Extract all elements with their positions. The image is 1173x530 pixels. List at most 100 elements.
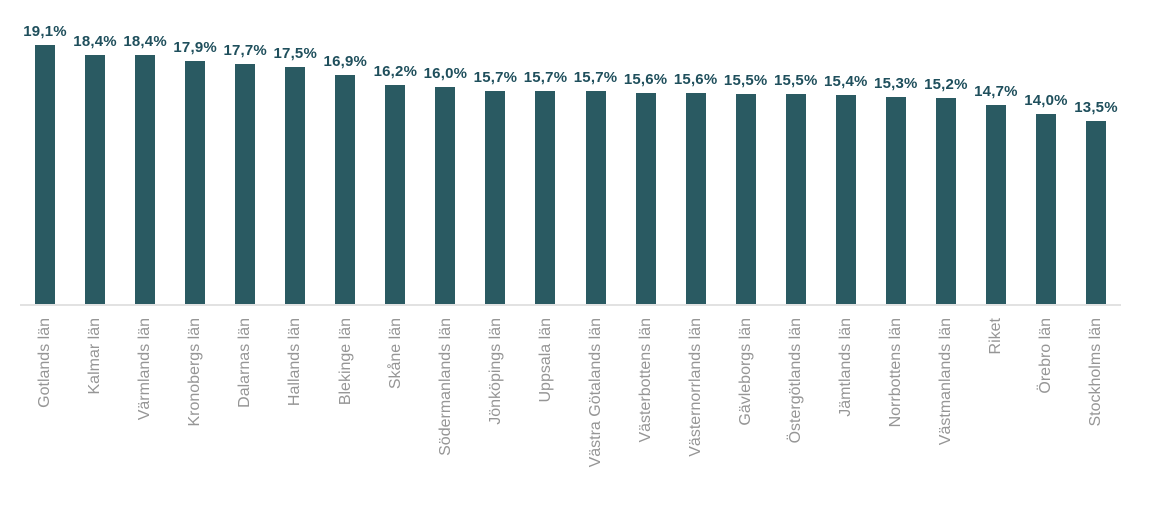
category-cell: Västmanlands län <box>921 306 971 530</box>
bar <box>235 64 256 304</box>
category-cell: Skåne län <box>370 306 420 530</box>
category-cell: Jämtlands län <box>821 306 871 530</box>
value-label: 15,4% <box>824 73 868 91</box>
category-cell: Kronobergs län <box>170 306 220 530</box>
category-cell: Stockholms län <box>1071 306 1121 530</box>
bar <box>35 45 56 304</box>
x-axis-labels: Gotlands län Kalmar län Värmlands län Krono… <box>20 306 1121 530</box>
bar-column: 17,7% <box>220 42 270 304</box>
category-cell: Örebro län <box>1021 306 1071 530</box>
category-label: Örebro län <box>1037 318 1055 394</box>
bar <box>585 91 606 304</box>
value-label: 15,5% <box>723 71 768 89</box>
bar <box>335 75 356 304</box>
value-label: 16,9% <box>323 53 368 71</box>
category-cell: Gävleborgs län <box>721 306 771 530</box>
bar-column: 16,0% <box>420 65 470 304</box>
bar-column: 15,6% <box>671 71 721 304</box>
value-label: 17,5% <box>273 44 318 62</box>
bar <box>635 92 656 304</box>
category-label: Jönköpings län <box>486 318 504 425</box>
category-cell: Västernorrlands län <box>671 306 721 530</box>
category-cell: Jönköpings län <box>470 306 520 530</box>
value-label: 15,7% <box>473 69 518 87</box>
bar <box>785 93 806 304</box>
category-label: Skåne län <box>386 318 404 390</box>
bar-column: 15,7% <box>571 69 621 304</box>
category-cell: Västra Götalands län <box>571 306 621 530</box>
category-label: Gotlands län <box>36 318 54 408</box>
bar <box>285 66 306 304</box>
bar-column: 15,5% <box>771 72 821 304</box>
bar-column: 17,5% <box>270 45 320 304</box>
value-label: 15,6% <box>673 70 718 88</box>
category-label: Gävleborgs län <box>736 318 754 426</box>
value-label: 15,7% <box>573 69 618 87</box>
value-label: 14,7% <box>974 82 1018 100</box>
bar-column: 14,0% <box>1021 92 1071 304</box>
category-label: Östergötlands län <box>786 318 804 444</box>
bar <box>135 54 156 304</box>
category-cell: Värmlands län <box>120 306 170 530</box>
bar <box>835 95 856 304</box>
bar-column: 18,4% <box>70 33 120 304</box>
category-label: Västerbottens län <box>636 318 654 443</box>
bar <box>885 96 906 304</box>
bar <box>735 93 756 304</box>
category-cell: Dalarnas län <box>220 306 270 530</box>
category-label: Blekinge län <box>336 318 354 406</box>
bar <box>935 98 956 304</box>
bar <box>1086 121 1106 304</box>
category-label: Hallands län <box>286 318 304 407</box>
category-label: Riket <box>987 318 1005 355</box>
bar <box>685 92 706 304</box>
value-label: 18,4% <box>73 32 117 50</box>
plot-area: 19,1% 18,4% 18,4% 17,9% 17,7% 17,5% 16,9% 16,2%… <box>20 0 1121 306</box>
category-cell: Blekinge län <box>320 306 370 530</box>
value-label: 13,5% <box>1074 99 1118 117</box>
bar-column: 19,1% <box>20 23 70 304</box>
bar-column: 13,5% <box>1071 99 1121 304</box>
category-label: Kronobergs län <box>186 318 204 427</box>
value-label: 15,2% <box>924 76 968 94</box>
value-label: 18,4% <box>123 32 167 50</box>
category-label: Västernorrlands län <box>686 318 704 457</box>
category-label: Värmlands län <box>136 318 154 421</box>
bar <box>1035 114 1056 304</box>
bar-column: 18,4% <box>120 33 170 304</box>
category-label: Jämtlands län <box>836 318 854 417</box>
bar <box>985 104 1006 304</box>
bar-column: 15,4% <box>821 73 871 304</box>
bar-column: 15,7% <box>520 69 570 304</box>
bar-column: 15,3% <box>871 75 921 304</box>
category-cell: Östergötlands län <box>771 306 821 530</box>
bar <box>435 87 456 304</box>
bar <box>185 61 206 304</box>
value-label: 15,7% <box>523 69 568 87</box>
category-cell: Riket <box>971 306 1021 530</box>
bar-column: 16,9% <box>320 53 370 304</box>
value-label: 15,3% <box>874 74 918 92</box>
category-label: Västmanlands län <box>937 318 955 446</box>
bar <box>535 91 556 304</box>
category-cell: Västerbottens län <box>621 306 671 530</box>
bar-column: 16,2% <box>370 63 420 304</box>
bar-column: 17,9% <box>170 39 220 304</box>
category-cell: Gotlands län <box>20 306 70 530</box>
category-cell: Södermanlands län <box>420 306 470 530</box>
value-label: 17,9% <box>173 39 217 57</box>
category-label: Stockholms län <box>1087 318 1105 427</box>
category-label: Dalarnas län <box>236 318 254 408</box>
bar-column: 15,6% <box>621 71 671 304</box>
value-label: 14,0% <box>1024 92 1068 110</box>
bar-column: 15,2% <box>921 76 971 304</box>
category-label: Kalmar län <box>86 318 104 395</box>
category-label: Västra Götalands län <box>586 318 604 468</box>
category-cell: Norrbottens län <box>871 306 921 530</box>
value-label: 17,7% <box>223 42 267 60</box>
bar <box>85 54 106 304</box>
bar-column: 15,7% <box>470 69 520 304</box>
category-cell: Kalmar län <box>70 306 120 530</box>
bar-column: 15,5% <box>721 72 771 304</box>
category-cell: Hallands län <box>270 306 320 530</box>
